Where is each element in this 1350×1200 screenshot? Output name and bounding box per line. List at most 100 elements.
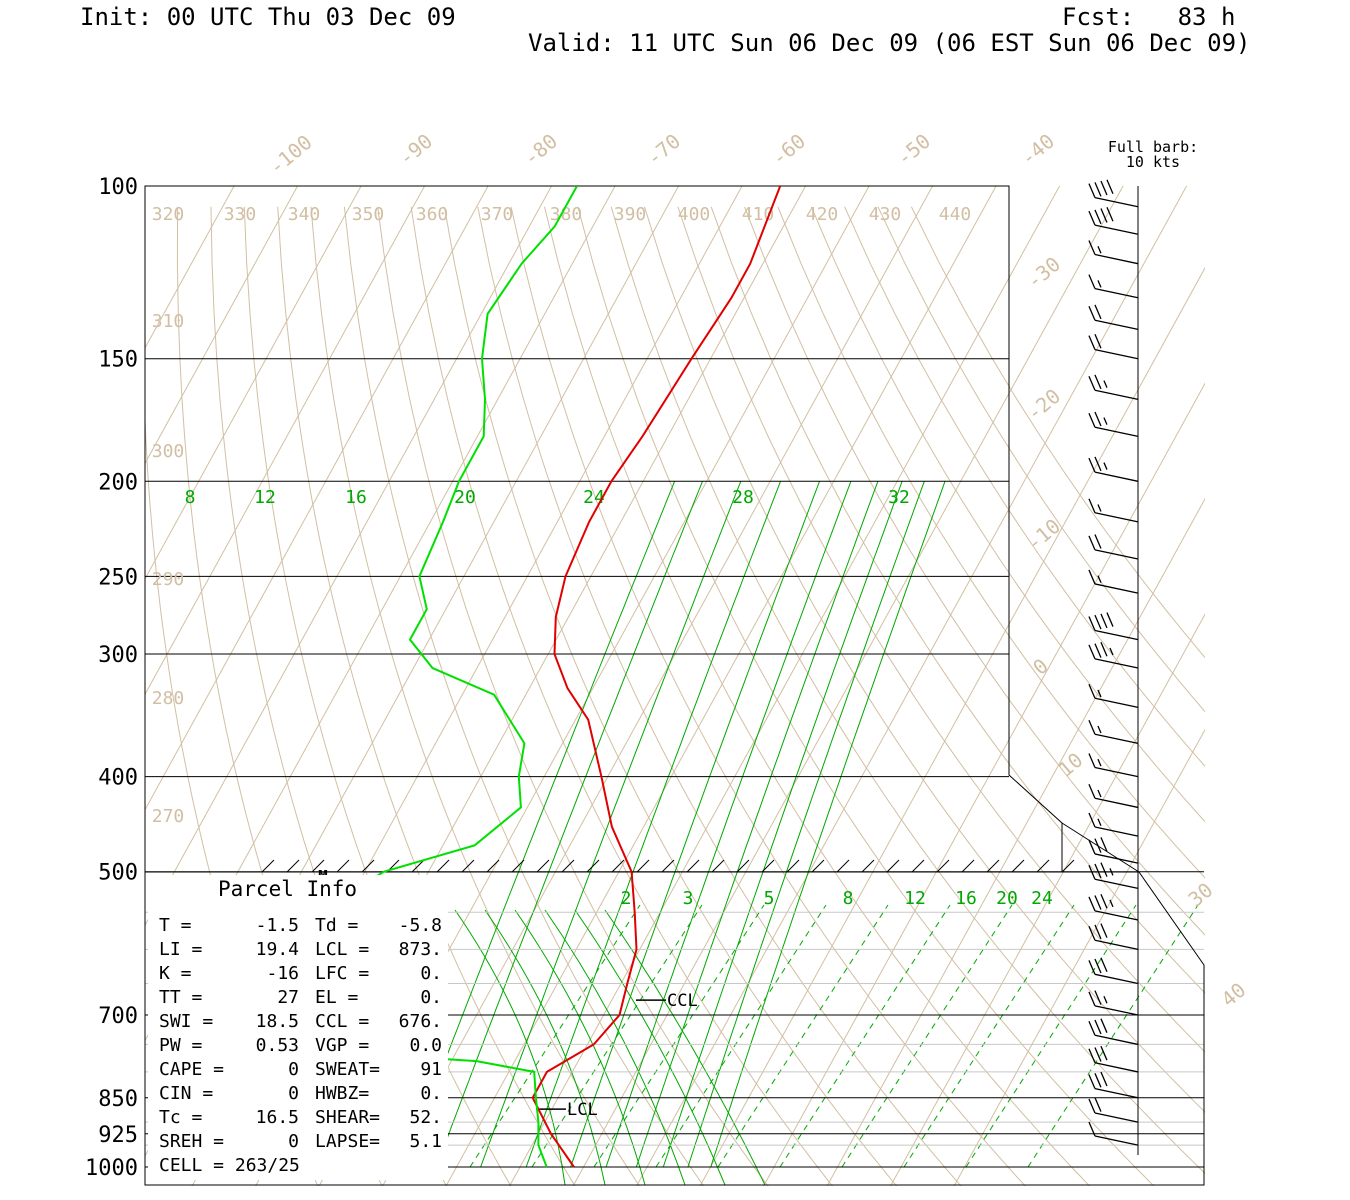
barb-shaft [1094,319,1139,330]
hatch-mark [261,859,275,873]
wind-barb [1088,683,1139,709]
barb-flag [1094,1097,1102,1112]
isotherm-line [145,186,489,811]
dry-adiabat [744,206,1205,936]
dry-adiabat [910,206,1205,659]
temperature-line [531,186,782,1168]
moist-adiabat [454,909,566,1186]
isotherm-label: -40 [1016,129,1059,171]
mixing-ratio-line [710,481,946,1168]
barb-flag [1100,642,1108,657]
hatch-mark [711,859,725,873]
parcel-value: 0. [420,987,442,1008]
isotherm-label: -100 [264,130,316,179]
pressure-tick-label: 500 [98,861,138,886]
hatch-mark [436,859,450,873]
upper-frame [144,185,1063,873]
isotherm-label: -50 [892,129,935,171]
isotherm-line [145,186,235,349]
isotherm-line [382,186,934,1186]
hatch-mark [1036,859,1050,873]
barb-flag [1088,864,1096,880]
mixing-ratio-line [605,481,852,1168]
pressure-tick-label: 850 [98,1087,138,1112]
parcel-info-panel: Parcel Info T = -1.5 Td = -5.8 LI = 19.4 LCL = 8… [148,875,448,1180]
dry-adiabat [810,206,1205,823]
barb-shaft [1094,733,1139,745]
barb-flag [1088,457,1096,473]
barb-flag [1094,334,1102,349]
wind-barb [1088,923,1139,951]
wind-barb [1088,411,1139,438]
wind-barb [1088,893,1139,921]
barb-half-flag [1097,689,1102,698]
barb-half-flag [1097,504,1102,512]
wind-barb [1088,862,1139,890]
hatch-mark [961,859,975,873]
barb-flag [1088,753,1096,768]
barb-half-flag [1103,996,1108,1004]
theta-label: 330 [224,204,257,225]
hatch-mark [986,859,1000,873]
barb-shaft [1094,1062,1139,1073]
parcel-key: PW = [159,1035,203,1056]
parcel-panel-bg [148,875,448,1180]
isotherm-label: 10 [1054,748,1088,782]
wind-barb [1088,1121,1139,1146]
barb-flag [1088,305,1096,321]
wind-barb [1088,1071,1139,1099]
barb-flag [1088,1048,1096,1064]
hatch-mark [661,859,675,873]
moist-dashed-line [841,904,1013,1168]
barb-shaft [1094,697,1139,709]
wind-barb [1088,304,1139,330]
parcel-key: LAPSE= [315,1131,380,1152]
hatch-mark [786,859,800,873]
mixing-ratio-line [662,481,903,1168]
wind-barb [1088,534,1139,560]
isotherm-label: -60 [767,129,810,171]
wind-barb [1088,498,1139,523]
barb-shaft [1094,1135,1139,1146]
barb-flag [1094,990,1102,1005]
theta-label: 320 [152,204,185,225]
barb-shaft [1094,426,1139,438]
barb-shaft [1094,766,1139,778]
theta-label: 420 [806,204,839,225]
barb-half-flag [1109,647,1114,656]
barb-flag [1088,616,1096,631]
marker-lcl-label: LCL [567,1100,598,1120]
barb-flag [1088,240,1096,255]
barb-flag [1088,1121,1096,1137]
moist-dashed-line [655,904,827,1168]
barb-shaft [1094,348,1139,360]
barb-shaft [1094,878,1139,890]
barb-shaft [1094,1034,1139,1046]
chart-frame [144,185,1205,1186]
dry-adiabat [610,206,1205,1174]
hatch-mark [736,859,750,873]
barb-flag [1100,957,1108,972]
barb-half-flag [1097,758,1102,767]
forecast-hour: Fcst: 83 h [1062,4,1235,30]
barb-half-flag [1103,380,1108,388]
barb-flag [1106,612,1114,627]
theta-label: 360 [416,204,449,225]
parcel-key: CCL = [315,1011,369,1032]
barb-flag [1094,643,1102,658]
isotherm-line [145,186,426,696]
barb-legend-line1: Full barb: [1108,138,1198,156]
hatch-mark [536,859,550,873]
barb-half-flag [1097,789,1102,798]
hatch-mark [836,859,850,873]
hatch-mark [486,859,500,873]
pressure-tick-label: 250 [98,565,138,590]
frame-connector [1061,822,1140,873]
hatch-mark [1011,859,1025,873]
fcst-label: Fcst: [1062,3,1135,31]
hatch-mark [411,859,425,873]
hatch-mark [286,859,300,873]
isotherm-line [509,186,1061,1186]
barb-flag [1094,838,1102,853]
barb-flag [1088,1074,1096,1089]
